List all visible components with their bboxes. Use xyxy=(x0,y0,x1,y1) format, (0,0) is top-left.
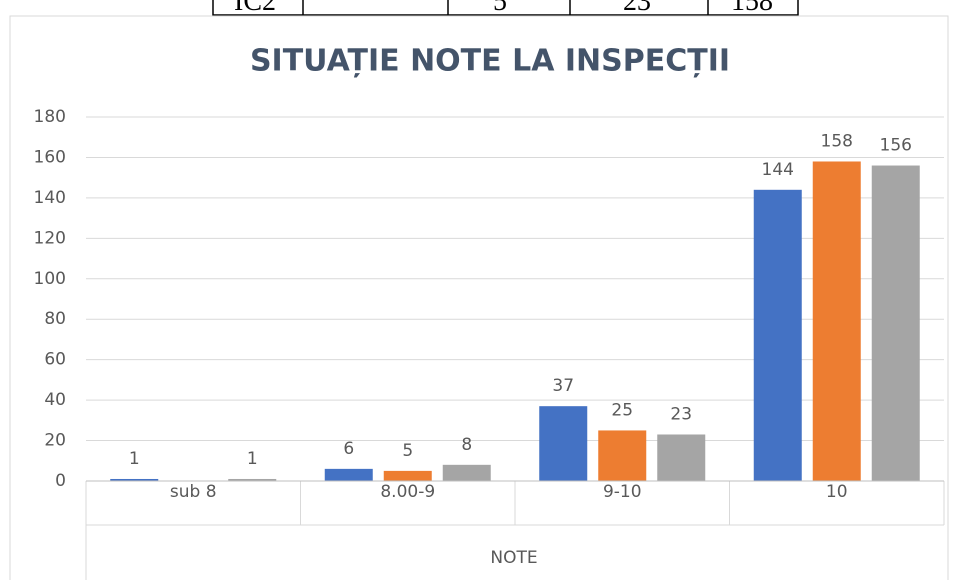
y-tick-label: 0 xyxy=(55,471,66,491)
y-tick-label: 100 xyxy=(34,269,66,289)
y-tick-label: 120 xyxy=(34,228,66,248)
data-label: 23 xyxy=(670,404,692,424)
table-cell: 23 xyxy=(623,0,651,17)
bar xyxy=(383,470,432,481)
y-tick-label: 60 xyxy=(44,350,66,370)
x-tick-label: sub 8 xyxy=(170,482,217,502)
data-label: 1 xyxy=(129,449,140,469)
data-label: 37 xyxy=(552,376,574,396)
x-axis-title: NOTE xyxy=(490,548,537,568)
y-tick-label: 20 xyxy=(44,431,66,451)
bar xyxy=(442,464,491,481)
data-label: 25 xyxy=(611,400,633,420)
bar xyxy=(228,478,277,481)
table-cell: 158 xyxy=(731,0,773,17)
data-label: 144 xyxy=(762,160,794,180)
bar xyxy=(324,468,373,481)
y-tick-label: 80 xyxy=(44,309,66,329)
x-tick-label: 9-10 xyxy=(603,482,642,502)
bar xyxy=(871,165,920,482)
chart-border xyxy=(9,15,949,580)
bar xyxy=(657,434,706,481)
bar xyxy=(110,478,159,481)
x-tick-label: 10 xyxy=(826,482,848,502)
data-label: 1 xyxy=(247,449,258,469)
y-tick-label: 180 xyxy=(34,107,66,127)
chart-title: SITUAȚIE NOTE LA INSPECȚII xyxy=(250,44,730,79)
bar xyxy=(598,430,647,481)
data-label: 158 xyxy=(821,131,853,151)
data-label: 156 xyxy=(880,136,912,156)
table-fragment xyxy=(212,0,799,16)
y-tick-label: 40 xyxy=(44,390,66,410)
bar xyxy=(539,406,588,481)
bar xyxy=(753,189,802,482)
x-tick-label: 8.00-9 xyxy=(380,482,435,502)
table-cell: 5 xyxy=(493,0,507,17)
bar xyxy=(812,161,861,481)
data-label: 6 xyxy=(343,439,354,459)
data-label: 8 xyxy=(461,435,472,455)
y-tick-label: 140 xyxy=(34,188,66,208)
table-cell: IC2 xyxy=(234,0,276,17)
y-tick-label: 160 xyxy=(34,147,66,167)
data-label: 5 xyxy=(402,441,413,461)
